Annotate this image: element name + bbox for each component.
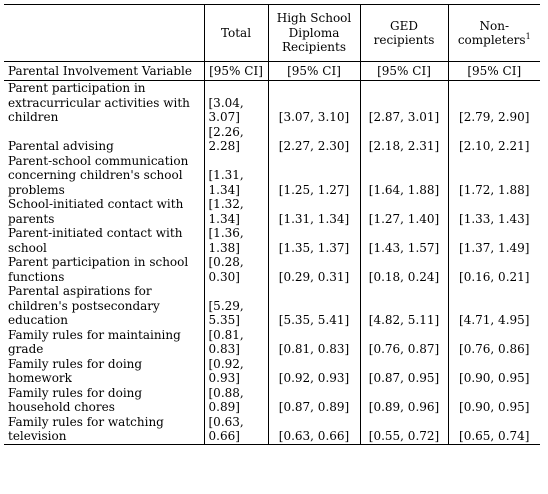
header-blank [4,5,204,62]
cell-non-ci: [0.65, 0.74] [447,414,540,445]
table-row: Family rules for doing household chores [… [4,385,540,415]
cell-hs-ci: [0.92, 0.93] [267,356,360,386]
cell-ged-ci: [0.55, 0.72] [359,414,448,445]
row-label: Parent participation in extracurricular … [8,81,190,124]
cell-non-ci: [2.10, 2.21] [447,124,540,154]
header-hs-diploma: High School Diploma Recipients [267,4,360,62]
cell-hs-ci: [0.81, 0.83] [267,327,360,357]
row-label: Family rules for doing household chores [8,385,143,415]
footnote-marker: 1 [525,32,531,41]
cell-hs-ci: [0.29, 0.31] [267,255,360,284]
header-total: Total [203,4,268,62]
cell-ged-ci: [2.87, 3.01] [359,80,448,125]
cell-hs-ci: [3.07, 3.10] [267,80,360,125]
cell-non-ci: [0.76, 0.86] [447,327,540,357]
header-ged: GED recipients [359,4,448,62]
row-label: School-initiated contact with parents [8,197,184,226]
header-row: Total High School Diploma Recipients GED… [4,4,540,62]
cell-ged-ci: [2.18, 2.31] [359,124,448,154]
row-label: Parental advising [8,139,114,153]
table-row: Parental advising [2.26, 2.28] [2.27, 2.30… [4,124,540,154]
row-label: Parent-initiated contact with school [8,226,183,255]
table-row: Family rules for doing homework [0.92, 0.… [4,356,540,386]
cell-hs-ci: [5.35, 5.41] [267,284,360,328]
cell-hs-ci: [1.31, 1.34] [267,197,360,226]
subheader-label: Parental Involvement Variable [4,61,204,81]
subheader-ci: [95% CI] [267,61,360,81]
cell-non-ci: [0.90, 0.95] [447,385,540,415]
subheader-row: Parental Involvement Variable [95% CI] [… [4,61,540,81]
confidence-interval-table: Total High School Diploma Recipients GED… [4,4,540,445]
subheader-ci: [95% CI] [447,61,540,81]
cell-hs-ci: [2.27, 2.30] [267,124,360,154]
row-label: Family rules for maintaining grade [8,327,181,357]
cell-non-ci: [0.16, 0.21] [447,255,540,284]
cell-non-ci: [1.33, 1.43] [447,197,540,226]
cell-non-ci: [1.72, 1.88] [447,153,540,197]
cell-total-ci: [0.92, 0.93] [203,356,268,386]
cell-non-ci: [0.90, 0.95] [447,356,540,386]
table-row: Parent-initiated contact with school [1.3… [4,226,540,255]
cell-non-ci: [2.79, 2.90] [447,80,540,125]
cell-non-ci: [4.71, 4.95] [447,284,540,328]
cell-hs-ci: [0.87, 0.89] [267,385,360,415]
row-label: Family rules for doing homework [8,356,143,386]
cell-hs-ci: [1.25, 1.27] [267,153,360,197]
subheader-ci: [95% CI] [359,61,448,81]
header-ged-text: GED recipients [373,18,435,48]
cell-ged-ci: [0.87, 0.95] [359,356,448,386]
table-row: Parent participation in extracurricular … [4,80,540,125]
table-row: Parental aspirations for children's post… [4,284,540,328]
cell-total-ci: [3.04, 3.07] [203,80,268,125]
subheader-ci: [95% CI] [203,61,268,81]
cell-total-ci: [5.29, 5.35] [203,284,268,328]
cell-hs-ci: [0.63, 0.66] [267,414,360,445]
cell-ged-ci: [1.64, 1.88] [359,153,448,197]
cell-total-ci: [0.88, 0.89] [203,385,268,415]
cell-ged-ci: [1.43, 1.57] [359,226,448,255]
row-label: Parental aspirations for children's post… [8,284,160,327]
cell-non-ci: [1.37, 1.49] [447,226,540,255]
cell-total-ci: [2.26, 2.28] [203,124,268,154]
header-total-text: Total [220,25,252,40]
row-label: Family rules for watching television [4,414,204,445]
cell-ged-ci: [0.18, 0.24] [359,255,448,284]
cell-total-ci: [0.28, 0.30] [203,255,268,284]
cell-ged-ci: [4.82, 5.11] [359,284,448,328]
table-row: Family rules for maintaining grade [0.81,… [4,327,540,357]
table-row: School-initiated contact with parents [1.… [4,197,540,226]
cell-total-ci: [0.63, 0.66] [203,414,268,445]
cell-ged-ci: [1.27, 1.40] [359,197,448,226]
header-non-text: Non-completers [457,18,526,48]
table-body: Parent participation in extracurricular … [4,80,540,445]
cell-hs-ci: [1.35, 1.37] [267,226,360,255]
table-row: Family rules for watching television [0.6… [4,414,540,445]
row-label: Parent-school communication concerning c… [8,153,189,197]
cell-total-ci: [1.31, 1.34] [203,153,268,197]
cell-total-ci: [0.81, 0.83] [203,327,268,357]
table-row: Parent participation in school functions… [4,255,540,284]
cell-ged-ci: [0.76, 0.87] [359,327,448,357]
cell-ged-ci: [0.89, 0.96] [359,385,448,415]
row-label: Parent participation in school functions [8,255,189,284]
header-hs-text: High School Diploma Recipients [276,11,352,55]
header-non-completers: Non-completers1 [447,4,540,62]
cell-total-ci: [1.32, 1.34] [203,197,268,226]
cell-total-ci: [1.36, 1.38] [203,226,268,255]
table-row: Parent-school communication concerning c… [4,153,540,197]
